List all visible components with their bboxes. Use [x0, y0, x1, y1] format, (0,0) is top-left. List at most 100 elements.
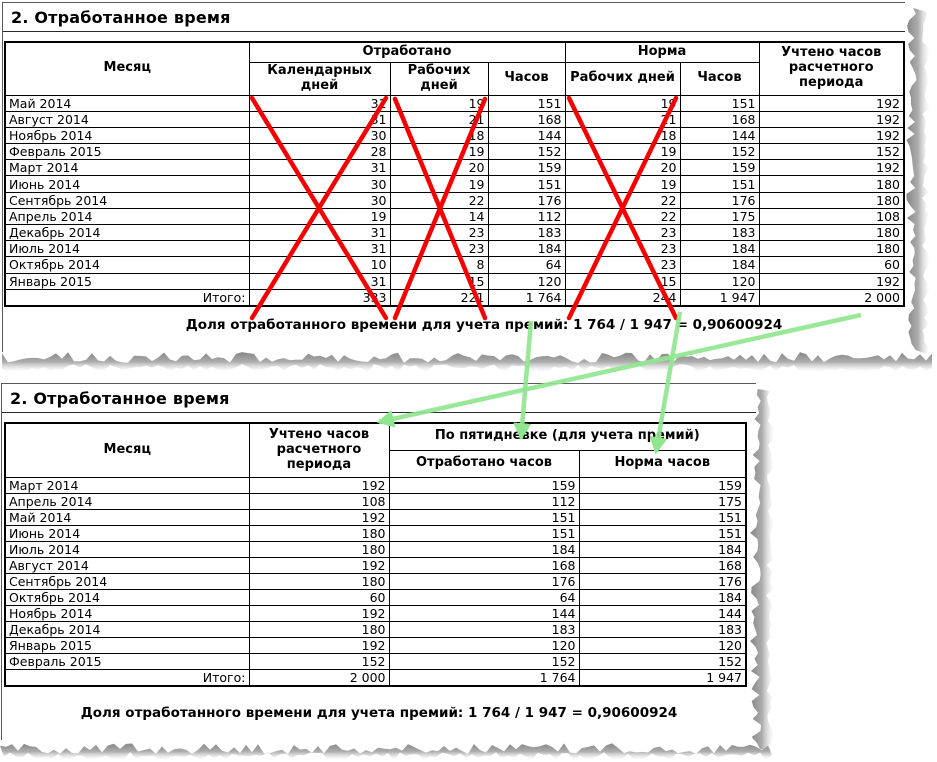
value-cell: 19: [564, 175, 681, 193]
value-cell: 2 000: [248, 668, 390, 686]
table-row: Август 2014 31 21 168 21 168 192: [4, 110, 905, 128]
value-cell: 152: [758, 143, 905, 161]
value-cell: 31: [248, 94, 391, 112]
value-cell: 221: [389, 288, 489, 307]
value-cell: 159: [578, 476, 747, 494]
value-cell: 159: [388, 476, 580, 494]
col-header-worked-hours: Отработано часов: [388, 449, 580, 478]
month-cell: Сентябрь 2014: [4, 572, 250, 590]
month-cell: Май 2014: [4, 94, 250, 112]
value-cell: 176: [679, 191, 760, 209]
month-cell: Март 2014: [4, 159, 250, 177]
value-cell: 151: [388, 524, 580, 542]
month-cell: Февраль 2015: [4, 143, 250, 161]
value-cell: 120: [388, 636, 580, 654]
value-cell: 22: [564, 191, 681, 209]
premium-share-formula-top: Доля отработанного времени для учета пре…: [185, 316, 783, 333]
table-row: Май 2014 31 19 151 19 151 192: [4, 94, 905, 112]
value-cell: 192: [248, 636, 390, 654]
value-cell: 19: [389, 175, 489, 193]
value-cell: 144: [679, 126, 760, 145]
value-cell: 23: [564, 256, 681, 274]
month-cell: Август 2014: [4, 556, 250, 574]
value-cell: 120: [578, 636, 747, 654]
value-cell: 23: [564, 240, 681, 258]
col-header-accounted-hours-2: Учтено часов расчетного периода: [248, 422, 390, 478]
value-cell: 15: [564, 272, 681, 290]
table-row: Апрель 2014 108 112 175: [4, 492, 747, 510]
page-title-bottom: 2. Отработанное время: [10, 389, 230, 408]
month-cell: Апрель 2014: [4, 492, 250, 510]
value-cell: 31: [248, 110, 391, 128]
value-cell: 184: [487, 240, 566, 258]
value-cell: 1 764: [487, 288, 566, 307]
value-cell: 192: [248, 508, 390, 526]
torn-edge-bottom-top-sheet: [2, 352, 932, 372]
value-cell: 192: [758, 110, 905, 128]
worked-time-table-five-day: Месяц Учтено часов расчетного периода По…: [4, 422, 747, 687]
value-cell: 183: [679, 223, 760, 242]
col-header-accounted-hours: Учтено часов расчетного периода: [758, 41, 905, 96]
month-cell: Октябрь 2014: [4, 588, 250, 606]
table-row: Июнь 2014 30 19 151 19 151 180: [4, 175, 905, 193]
value-cell: 184: [578, 588, 747, 606]
value-cell: 244: [564, 288, 681, 307]
value-cell: 192: [758, 272, 905, 290]
value-cell: 159: [487, 159, 566, 177]
month-cell: Итого:: [4, 288, 250, 307]
value-cell: 152: [248, 652, 390, 670]
value-cell: 20: [564, 159, 681, 177]
table-row: Июль 2014 180 184 184: [4, 540, 747, 558]
value-cell: 19: [389, 143, 489, 161]
value-cell: 144: [388, 604, 580, 622]
value-cell: 151: [388, 508, 580, 526]
month-cell: Октябрь 2014: [4, 256, 250, 274]
col-header-norm-hours: Часов: [679, 61, 760, 96]
total-row: Итого: 333 221 1 764 244 1 947 2 000: [4, 288, 905, 307]
page-title: 2. Отработанное время: [11, 8, 231, 27]
month-cell: Январь 2015: [4, 272, 250, 290]
value-cell: 1 947: [578, 668, 747, 686]
value-cell: 180: [248, 540, 390, 558]
value-cell: 192: [248, 604, 390, 622]
value-cell: 168: [578, 556, 747, 574]
value-cell: 152: [578, 652, 747, 670]
table-row: Июнь 2014 180 151 151: [4, 524, 747, 542]
month-cell: Май 2014: [4, 508, 250, 526]
table-row: Декабрь 2014 31 23 183 23 183 180: [4, 223, 905, 242]
table-row: Март 2014 31 20 159 20 159 192: [4, 159, 905, 177]
total-row: Итого: 2 000 1 764 1 947: [4, 668, 747, 686]
value-cell: 176: [578, 572, 747, 590]
table-row: Март 2014 192 159 159: [4, 476, 747, 494]
value-cell: 180: [758, 223, 905, 242]
month-cell: Декабрь 2014: [4, 223, 250, 242]
value-cell: 21: [564, 110, 681, 128]
value-cell: 19: [248, 207, 391, 226]
value-cell: 333: [248, 288, 391, 307]
torn-edge-bottom-bottom-sheet: [0, 743, 772, 760]
month-cell: Июль 2014: [4, 240, 250, 258]
table-row: Февраль 2015 28 19 152 19 152 152: [4, 143, 905, 161]
month-cell: Июль 2014: [4, 540, 250, 558]
value-cell: 183: [487, 223, 566, 242]
value-cell: 23: [389, 240, 489, 258]
value-cell: 1 947: [679, 288, 760, 307]
section-title-top: 2. Отработанное время: [3, 3, 905, 32]
table-row: Июль 2014 31 23 184 23 184 180: [4, 240, 905, 258]
value-cell: 2 000: [758, 288, 905, 307]
table-row: Декабрь 2014 180 183 183: [4, 620, 747, 638]
col-header-norm-work-days: Рабочих дней: [564, 61, 681, 96]
col-header-calendar-days: Календарных дней: [248, 61, 391, 96]
value-cell: 60: [248, 588, 390, 606]
value-cell: 19: [564, 143, 681, 161]
month-cell: Апрель 2014: [4, 207, 250, 226]
table-row: Январь 2015 192 120 120: [4, 636, 747, 654]
value-cell: 176: [388, 572, 580, 590]
value-cell: 192: [758, 159, 905, 177]
col-group-five-day: По пятидневке (для учета премий): [388, 422, 747, 451]
month-cell: Ноябрь 2014: [4, 604, 250, 622]
col-header-norm-hours-2: Норма часов: [578, 449, 747, 478]
table-row: Январь 2015 31 15 120 15 120 192: [4, 272, 905, 290]
torn-edge-right-top-sheet: [906, 8, 930, 354]
table-row: Октябрь 2014 60 64 184: [4, 588, 747, 606]
